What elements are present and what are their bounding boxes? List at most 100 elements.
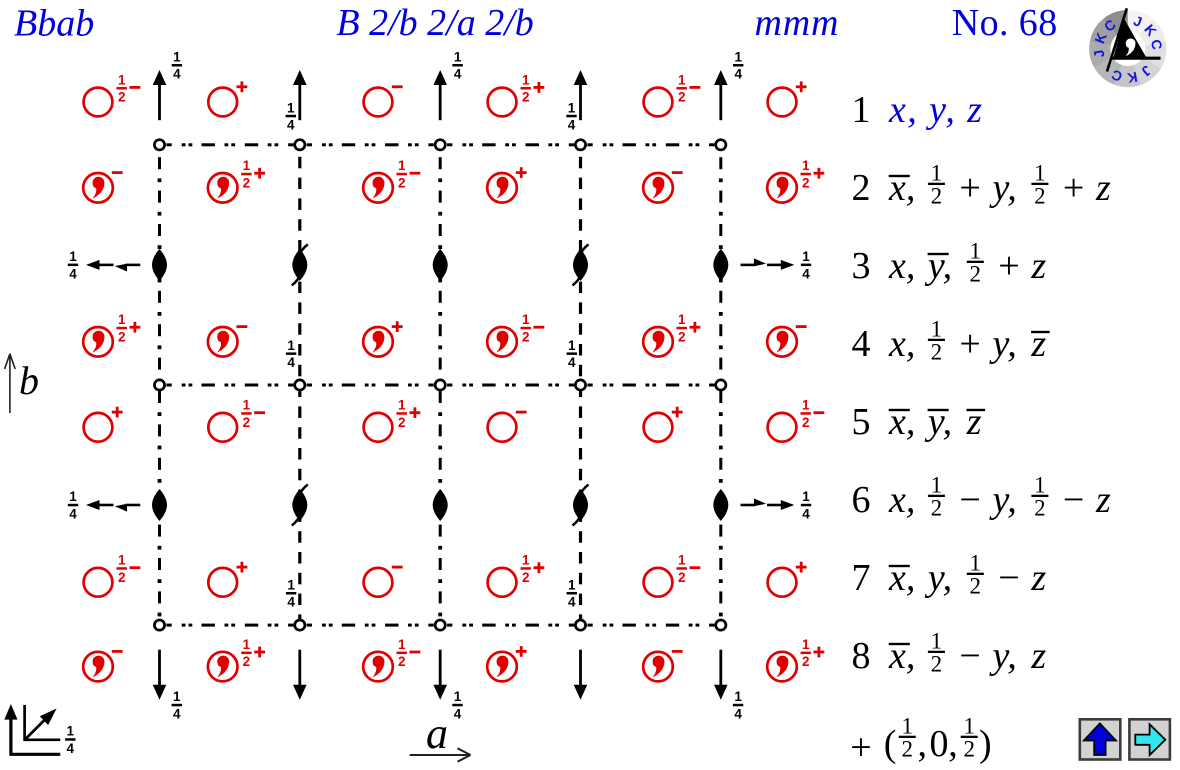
svg-text:−: − xyxy=(998,557,1019,599)
svg-text:4: 4 xyxy=(454,67,462,82)
svg-text:z: z xyxy=(1030,323,1046,365)
svg-text:4: 4 xyxy=(454,706,462,721)
svg-text:0: 0 xyxy=(930,723,949,765)
svg-text:2: 2 xyxy=(963,737,975,762)
svg-text:1: 1 xyxy=(243,158,251,173)
svg-text:4: 4 xyxy=(69,266,77,281)
svg-text:1: 1 xyxy=(287,100,295,115)
svg-text:+: + xyxy=(998,245,1019,287)
svg-text:z: z xyxy=(1095,167,1111,209)
svg-text:4: 4 xyxy=(69,506,77,521)
svg-text:1: 1 xyxy=(970,551,982,576)
svg-text:2: 2 xyxy=(243,415,251,430)
svg-text:,: , xyxy=(948,723,958,765)
svg-text:y,: y, xyxy=(924,557,952,599)
svg-text:2: 2 xyxy=(118,90,126,105)
svg-text:8: 8 xyxy=(852,635,871,677)
svg-text:3: 3 xyxy=(852,245,871,287)
svg-text:2: 2 xyxy=(1034,496,1046,521)
svg-text:2: 2 xyxy=(118,329,126,344)
svg-text:+: + xyxy=(959,167,980,209)
svg-text:z: z xyxy=(1030,557,1046,599)
svg-text:1: 1 xyxy=(287,578,295,593)
svg-text:x,: x, xyxy=(888,635,915,677)
svg-text:1: 1 xyxy=(678,553,686,568)
svg-text:−: − xyxy=(959,635,980,677)
svg-text:1: 1 xyxy=(901,714,913,739)
svg-text:+: + xyxy=(850,727,871,769)
svg-text:4: 4 xyxy=(568,118,576,133)
svg-text:y,: y, xyxy=(924,245,952,287)
svg-text:y,: y, xyxy=(989,479,1017,521)
svg-text:1: 1 xyxy=(931,629,943,654)
svg-text:1: 1 xyxy=(522,553,530,568)
svg-text:2: 2 xyxy=(243,654,251,669)
svg-text:2: 2 xyxy=(1034,184,1046,209)
svg-text:2: 2 xyxy=(243,175,251,190)
svg-text:4: 4 xyxy=(67,741,75,756)
svg-text:2: 2 xyxy=(522,570,530,585)
svg-text:2: 2 xyxy=(678,90,686,105)
svg-text:2: 2 xyxy=(678,329,686,344)
svg-text:2: 2 xyxy=(118,570,126,585)
svg-text:J: J xyxy=(1090,48,1107,58)
svg-text:6: 6 xyxy=(852,479,871,521)
svg-text:−: − xyxy=(1063,479,1084,521)
svg-text:x, y, z: x, y, z xyxy=(888,89,982,131)
svg-text:1: 1 xyxy=(67,724,75,739)
svg-text:x,: x, xyxy=(888,323,915,365)
svg-text:1: 1 xyxy=(802,637,810,652)
svg-text:4: 4 xyxy=(568,595,576,610)
svg-text:1: 1 xyxy=(118,312,126,327)
svg-text:4: 4 xyxy=(852,323,871,365)
svg-text:1: 1 xyxy=(1034,473,1046,498)
svg-text:1: 1 xyxy=(454,49,462,64)
svg-text:K: K xyxy=(1126,69,1139,86)
svg-text:1: 1 xyxy=(398,637,406,652)
svg-text:1: 1 xyxy=(568,578,576,593)
svg-text:1: 1 xyxy=(678,72,686,87)
svg-text:4: 4 xyxy=(287,118,295,133)
svg-text:+: + xyxy=(1063,167,1084,209)
svg-text:2: 2 xyxy=(522,90,530,105)
svg-text:1: 1 xyxy=(398,398,406,413)
svg-text:4: 4 xyxy=(287,595,295,610)
svg-text:4: 4 xyxy=(802,506,810,521)
svg-text:2: 2 xyxy=(901,737,913,762)
svg-text:y,: y, xyxy=(989,167,1017,209)
svg-text:2: 2 xyxy=(852,167,871,209)
svg-text:z: z xyxy=(966,401,982,443)
svg-text:1: 1 xyxy=(173,49,181,64)
svg-text:1: 1 xyxy=(69,489,77,504)
svg-text:B 2/b 2/a 2/b: B 2/b 2/a 2/b xyxy=(336,2,533,44)
svg-text:1: 1 xyxy=(118,72,126,87)
svg-text:1: 1 xyxy=(454,689,462,704)
svg-text:1: 1 xyxy=(970,239,982,264)
svg-text:1: 1 xyxy=(802,398,810,413)
svg-text:1: 1 xyxy=(398,158,406,173)
svg-text:2: 2 xyxy=(678,570,686,585)
svg-text:1: 1 xyxy=(963,714,975,739)
svg-text:2: 2 xyxy=(802,175,810,190)
svg-text:2: 2 xyxy=(931,184,943,209)
svg-text:2: 2 xyxy=(931,340,943,365)
svg-text:2: 2 xyxy=(931,652,943,677)
svg-text:1: 1 xyxy=(118,553,126,568)
svg-text:1: 1 xyxy=(852,89,871,131)
svg-text:x,: x, xyxy=(888,479,915,521)
svg-text:1: 1 xyxy=(1034,161,1046,186)
svg-text:4: 4 xyxy=(734,67,742,82)
svg-text:2: 2 xyxy=(398,654,406,669)
svg-text:2: 2 xyxy=(802,654,810,669)
svg-text:b: b xyxy=(19,358,39,403)
svg-text:4: 4 xyxy=(734,706,742,721)
svg-text:y,: y, xyxy=(924,401,952,443)
svg-text:4: 4 xyxy=(173,67,181,82)
svg-text:y,: y, xyxy=(989,323,1017,365)
svg-text:1: 1 xyxy=(522,312,530,327)
svg-text:2: 2 xyxy=(522,329,530,344)
svg-text:1: 1 xyxy=(931,473,943,498)
svg-text:x,: x, xyxy=(888,245,915,287)
svg-text:z: z xyxy=(1095,479,1111,521)
svg-text:4: 4 xyxy=(173,706,181,721)
